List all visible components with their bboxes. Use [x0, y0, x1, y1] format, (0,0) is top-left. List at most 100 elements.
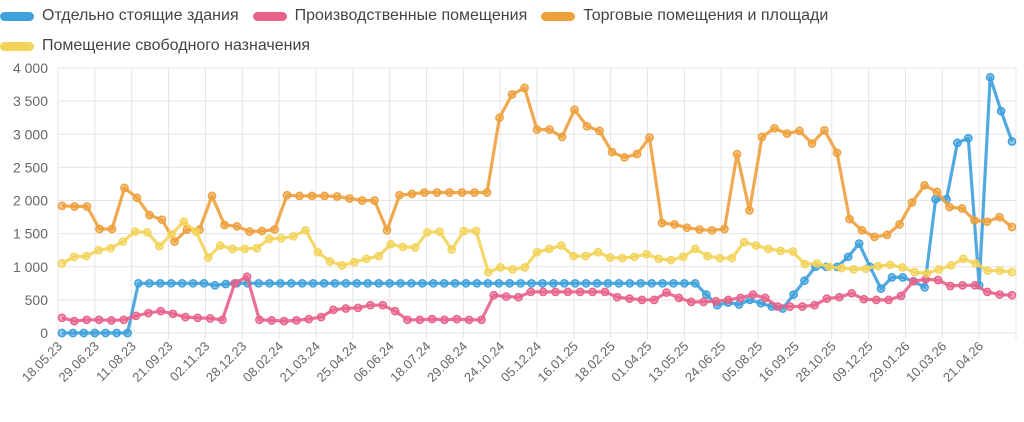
legend-label: Торговые помещения и площади — [583, 7, 829, 24]
data-point — [142, 227, 152, 237]
x-tick-label: 21.04.26 — [940, 339, 986, 385]
data-point — [167, 229, 176, 239]
data-point — [145, 210, 154, 220]
data-point — [945, 202, 954, 212]
data-point — [289, 231, 298, 241]
data-point — [398, 242, 408, 252]
data-point — [695, 225, 704, 234]
data-point — [885, 260, 895, 270]
data-point — [70, 202, 79, 211]
data-point — [265, 278, 274, 288]
data-point — [920, 180, 929, 190]
data-point — [931, 194, 940, 204]
data-point — [357, 196, 367, 205]
data-point — [191, 227, 201, 236]
data-point — [970, 216, 979, 225]
legend-swatch — [541, 11, 576, 21]
data-point — [450, 278, 460, 288]
data-point — [90, 328, 100, 338]
data-point — [94, 245, 103, 255]
data-point — [307, 191, 317, 201]
data-point — [785, 302, 795, 311]
data-point — [870, 232, 879, 242]
data-point — [101, 328, 111, 338]
data-point — [849, 265, 859, 274]
legend-item-industrial-premises[interactable]: Производственные помещения — [252, 7, 527, 25]
legend-item-retail-premises[interactable]: Торговые помещения и площади — [541, 7, 828, 25]
data-point — [130, 227, 140, 236]
data-point — [920, 282, 929, 292]
data-point — [520, 263, 530, 272]
data-point — [538, 287, 548, 297]
data-point — [982, 287, 992, 297]
data-point — [155, 278, 165, 288]
data-point — [166, 278, 176, 288]
data-point — [680, 278, 689, 288]
legend-swatch — [0, 11, 34, 21]
data-point — [471, 226, 481, 236]
data-point — [514, 292, 523, 302]
data-point — [188, 278, 198, 288]
data-point — [345, 194, 354, 203]
data-point — [933, 275, 943, 285]
y-tick-label: 2 000 — [13, 193, 48, 209]
data-point — [132, 193, 142, 203]
data-point — [131, 311, 141, 321]
data-point — [396, 278, 405, 288]
data-point — [193, 313, 203, 323]
data-point — [563, 287, 573, 297]
data-point — [378, 300, 388, 310]
data-point — [607, 147, 617, 157]
series-2 — [57, 83, 1017, 246]
data-point — [337, 261, 347, 270]
data-point — [569, 251, 578, 261]
data-point — [669, 278, 678, 288]
y-tick-label: 4 000 — [13, 60, 48, 76]
data-point — [620, 153, 629, 162]
y-tick-label: 3 500 — [13, 93, 48, 109]
data-point — [382, 225, 392, 235]
data-point — [410, 243, 420, 252]
data-point — [657, 218, 667, 228]
data-point — [270, 225, 279, 234]
data-point — [996, 106, 1006, 116]
data-point — [824, 262, 834, 272]
data-point — [871, 295, 881, 305]
data-point — [240, 244, 250, 254]
data-point — [526, 287, 536, 297]
data-point — [690, 278, 700, 288]
data-point — [362, 254, 371, 264]
data-point — [329, 305, 338, 315]
data-point — [276, 233, 286, 243]
data-point — [812, 259, 822, 268]
data-point — [203, 253, 213, 262]
data-point — [363, 278, 373, 288]
legend-item-free-purpose-premises[interactable]: Помещение свободного назначения — [0, 37, 310, 55]
data-point — [181, 312, 190, 322]
data-point — [612, 292, 622, 302]
data-point — [119, 315, 129, 325]
data-point — [527, 278, 536, 288]
data-point — [179, 217, 189, 227]
y-tick-label: 3 000 — [13, 126, 48, 142]
data-point — [739, 237, 749, 247]
data-point — [834, 292, 844, 302]
data-point — [970, 280, 980, 290]
data-point — [221, 279, 231, 289]
data-point — [464, 315, 474, 325]
data-point — [417, 278, 427, 288]
data-point — [789, 290, 798, 299]
data-point — [595, 126, 604, 136]
data-point — [957, 204, 967, 213]
data-point — [69, 252, 79, 262]
data-point — [374, 251, 384, 261]
data-point — [407, 189, 417, 199]
data-point — [341, 278, 351, 288]
data-point — [403, 315, 412, 325]
data-point — [245, 227, 254, 236]
legend-item-detached-buildings[interactable]: Отдельно стоящие здания — [0, 7, 239, 25]
data-point — [971, 259, 980, 268]
data-point — [662, 288, 671, 297]
data-point — [207, 191, 217, 201]
data-point — [532, 125, 542, 134]
